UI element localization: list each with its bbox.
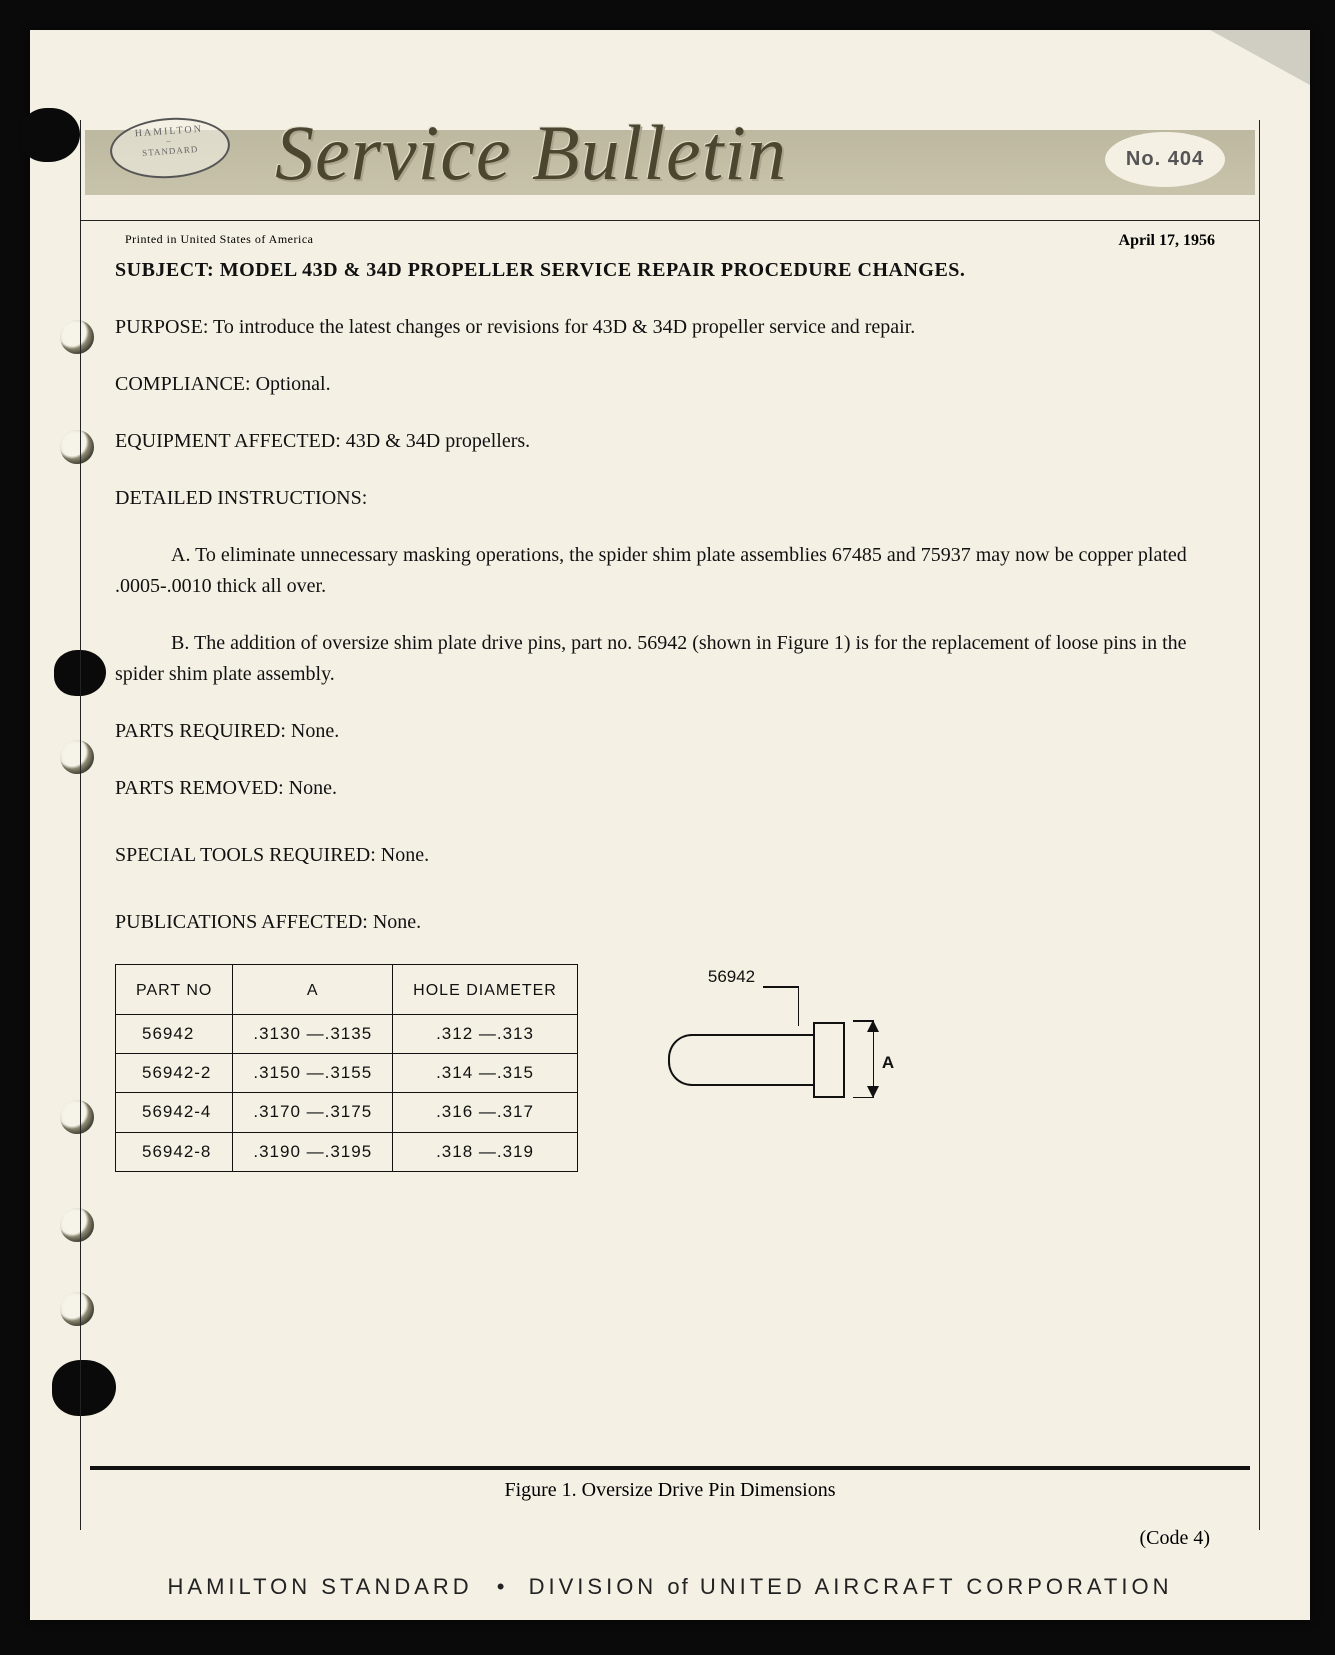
col-part-no: PART NO (116, 965, 233, 1010)
publications-text: None. (373, 911, 421, 933)
cell: 56942-2 (116, 1054, 233, 1093)
bottom-rule (90, 1466, 1250, 1470)
equipment-text: 43D & 34D propellers. (346, 430, 530, 452)
subject-label: SUBJECT: (115, 259, 214, 281)
parts-required-label: PARTS REQUIRED: (115, 720, 286, 742)
special-tools-text: None. (381, 844, 429, 866)
diagram-pin-head (813, 1022, 845, 1098)
parts-removed-label: PARTS REMOVED: (115, 777, 284, 799)
special-tools-label: SPECIAL TOOLS REQUIRED: (115, 844, 376, 866)
scanned-page: HAMILTON ~ STANDARD Service Bulletin No.… (30, 30, 1310, 1620)
cell: .314 —.315 (393, 1054, 578, 1093)
cell: .3190 —.3195 (233, 1132, 393, 1171)
footer-united-aircraft: UNITED AIRCRAFT CORPORATION (700, 1574, 1173, 1599)
table-row: 56942-4 .3170 —.3175 .316 —.317 (116, 1093, 578, 1132)
col-hole-diameter: HOLE DIAMETER (393, 965, 578, 1010)
cell: .3150 —.3155 (233, 1054, 393, 1093)
cell: .3130 —.3135 (233, 1014, 393, 1053)
cell: .316 —.317 (393, 1093, 578, 1132)
diagram-dimension-bracket (853, 1020, 883, 1098)
footer-of: of (667, 1574, 689, 1599)
table-and-diagram-row: PART NO A HOLE DIAMETER 56942 .3130 —.31… (115, 964, 1225, 1172)
bulletin-date: April 17, 1956 (1119, 232, 1215, 250)
cell: 56942-8 (116, 1132, 233, 1171)
special-tools-line: SPECIAL TOOLS REQUIRED: None. (115, 840, 1225, 871)
publications-label: PUBLICATIONS AFFECTED: (115, 911, 368, 933)
parts-required-line: PARTS REQUIRED: None. (115, 716, 1225, 747)
table-header-row: PART NO A HOLE DIAMETER (116, 965, 578, 1010)
cell: 56942-4 (116, 1093, 233, 1132)
diagram-pin-body (668, 1034, 815, 1086)
code-4: (Code 4) (1139, 1527, 1210, 1550)
purpose-label: PURPOSE: (115, 316, 208, 338)
diagram-leader-horizontal (763, 986, 799, 988)
page-dogear (1210, 30, 1310, 85)
diagram-leader-vertical (798, 986, 800, 1026)
cell: .318 —.319 (393, 1132, 578, 1171)
purpose-line: PURPOSE: To introduce the latest changes… (115, 312, 1225, 343)
compliance-text: Optional. (256, 373, 331, 395)
parts-required-text: None. (291, 720, 339, 742)
cell: 56942 (116, 1014, 233, 1053)
subject-line: SUBJECT: MODEL 43D & 34D PROPELLER SERVI… (115, 255, 1225, 286)
instruction-a: A. To eliminate unnecessary masking oper… (115, 540, 1225, 602)
table-row: 56942 .3130 —.3135 .312 —.313 (116, 1014, 578, 1053)
equipment-line: EQUIPMENT AFFECTED: 43D & 34D propellers… (115, 426, 1225, 457)
drive-pin-diagram: 56942 A (638, 964, 898, 1144)
cell: .3170 —.3175 (233, 1093, 393, 1132)
compliance-line: COMPLIANCE: Optional. (115, 369, 1225, 400)
body-content: SUBJECT: MODEL 43D & 34D PROPELLER SERVI… (115, 255, 1225, 1172)
parts-removed-text: None. (289, 777, 337, 799)
diagram-dimension-label-a: A (882, 1050, 894, 1076)
company-footer: HAMILTON STANDARD • DIVISION of UNITED A… (30, 1574, 1310, 1600)
purpose-text: To introduce the latest changes or revis… (213, 316, 915, 338)
col-a: A (233, 965, 393, 1010)
equipment-label: EQUIPMENT AFFECTED: (115, 430, 341, 452)
footer-hamilton-standard: HAMILTON STANDARD (168, 1574, 473, 1599)
footer-bullet: • (497, 1574, 505, 1599)
punch-blob (20, 108, 80, 162)
subject-text: MODEL 43D & 34D PROPELLER SERVICE REPAIR… (220, 259, 966, 281)
drive-pin-dimensions-table: PART NO A HOLE DIAMETER 56942 .3130 —.31… (115, 964, 578, 1172)
figure-1-caption: Figure 1. Oversize Drive Pin Dimensions (30, 1479, 1310, 1502)
instruction-b: B. The addition of oversize shim plate d… (115, 628, 1225, 690)
detailed-instructions-heading: DETAILED INSTRUCTIONS: (115, 483, 1225, 514)
diagram-callout-56942: 56942 (708, 964, 755, 990)
footer-division: DIVISION (529, 1574, 658, 1599)
publications-line: PUBLICATIONS AFFECTED: None. (115, 907, 1225, 938)
printed-in-usa: Printed in United States of America (125, 232, 313, 247)
parts-removed-line: PARTS REMOVED: None. (115, 773, 1225, 804)
compliance-label: COMPLIANCE: (115, 373, 251, 395)
cell: .312 —.313 (393, 1014, 578, 1053)
table-row: 56942-2 .3150 —.3155 .314 —.315 (116, 1054, 578, 1093)
table-row: 56942-8 .3190 —.3195 .318 —.319 (116, 1132, 578, 1171)
